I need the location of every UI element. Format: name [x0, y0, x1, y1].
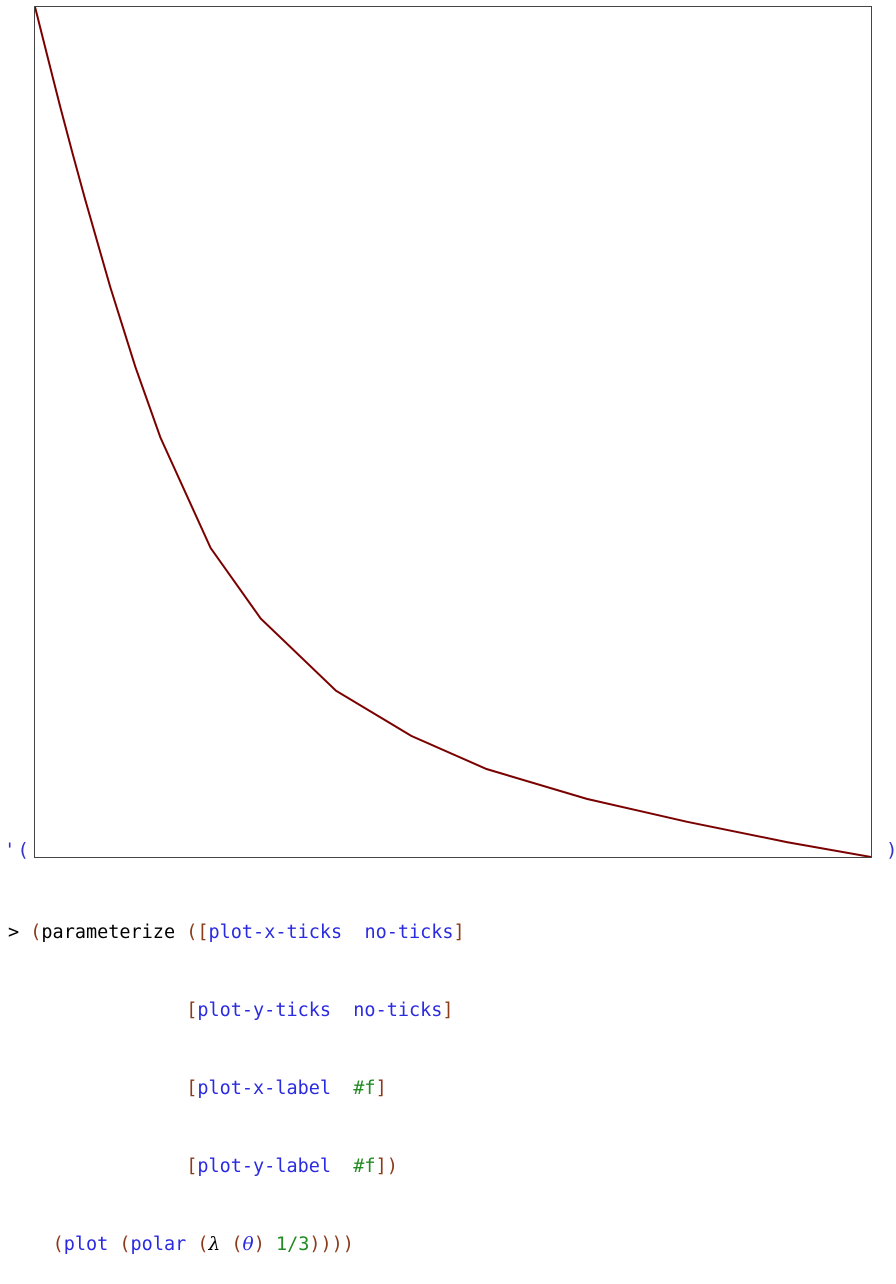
theta-symbol: θ	[242, 1234, 254, 1255]
binding-name: plot-x-ticks	[208, 922, 343, 943]
paren: (	[231, 1234, 243, 1255]
repl-input[interactable]: > (parameterize ([plot-x-ticks no-ticks]…	[8, 868, 465, 1284]
paren: (	[52, 1234, 64, 1255]
paren: [	[186, 1156, 198, 1177]
quote-open: '(	[4, 839, 31, 861]
binding-value: no-ticks	[364, 922, 454, 943]
plot-canvas	[35, 7, 871, 857]
paren: ]	[442, 1000, 454, 1021]
paren: (	[30, 922, 42, 943]
paren: (	[119, 1234, 131, 1255]
repl-line-2: [plot-y-ticks no-ticks]	[8, 998, 465, 1024]
paren: [	[186, 1000, 198, 1021]
lambda-symbol: λ	[208, 1234, 221, 1255]
polar-call: polar	[130, 1234, 187, 1255]
paren: ]	[453, 922, 465, 943]
paren: [	[186, 1078, 198, 1099]
paren: )	[253, 1234, 265, 1255]
binding-value: #f	[353, 1078, 376, 1099]
paren: ))))	[309, 1234, 354, 1255]
plot-area	[34, 6, 872, 858]
binding-name: plot-y-ticks	[197, 1000, 332, 1021]
paren: (	[197, 1234, 209, 1255]
parameterize-keyword: parameterize	[41, 922, 176, 943]
constant-value: 1/3	[275, 1234, 310, 1255]
prompt: >	[8, 922, 20, 943]
repl-line-4: [plot-y-label #f])	[8, 1154, 465, 1180]
repl-line-3: [plot-x-label #f]	[8, 1076, 465, 1102]
paren: ]	[375, 1078, 387, 1099]
paren: ([	[186, 922, 209, 943]
plot-call: plot	[63, 1234, 109, 1255]
binding-name: plot-y-label	[197, 1156, 332, 1177]
binding-name: plot-x-label	[197, 1078, 332, 1099]
paren: ])	[375, 1156, 398, 1177]
repl-line-1: > (parameterize ([plot-x-ticks no-ticks]	[8, 920, 465, 946]
quote-close: )	[886, 840, 896, 860]
series-line	[35, 7, 871, 857]
repl-line-5: (plot (polar (λ (θ) 1/3))))	[8, 1232, 465, 1258]
binding-value: #f	[353, 1156, 376, 1177]
binding-value: no-ticks	[353, 1000, 443, 1021]
